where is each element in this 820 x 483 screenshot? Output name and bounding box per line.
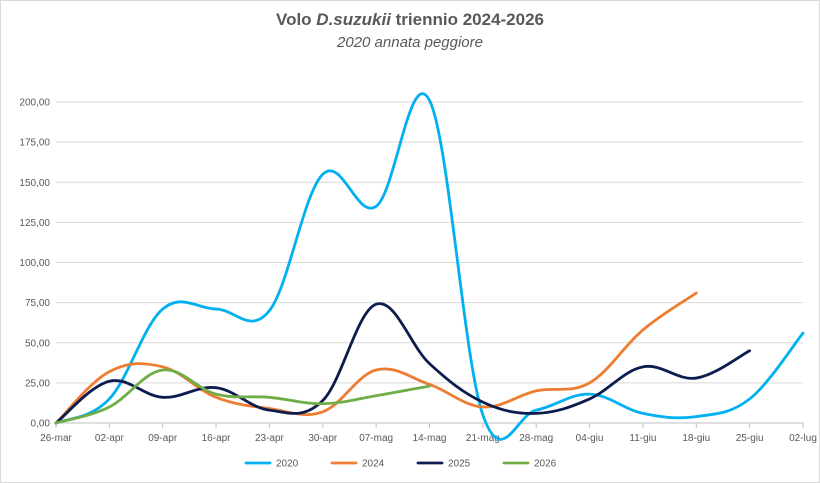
x-tick-label: 11-giu	[629, 433, 656, 444]
chart-title: Volo D.suzukii triennio 2024-2026	[0, 10, 820, 30]
x-tick-label: 04-giu	[576, 433, 604, 444]
x-tick-label: 25-giu	[736, 433, 764, 444]
x-tick-label: 28-mag	[519, 433, 553, 444]
y-tick-label: 125,00	[19, 218, 50, 229]
chart-subtitle: 2020 annata peggiore	[337, 34, 483, 51]
y-tick-label: 175,00	[19, 138, 50, 149]
y-tick-label: 100,00	[19, 258, 50, 269]
x-tick-label: 21-mag	[466, 433, 500, 444]
x-tick-label: 07-mag	[359, 433, 393, 444]
series-line-2025	[54, 302, 752, 425]
y-tick-label: 200,00	[19, 98, 50, 109]
y-tick-label: 150,00	[19, 178, 50, 189]
series-line-2024	[54, 291, 698, 425]
x-tick-label: 09-apr	[148, 433, 178, 444]
title-suffix: triennio 2024-2026	[390, 10, 544, 29]
y-tick-label: 25,00	[25, 378, 50, 389]
x-tick-label: 18-giu	[682, 433, 710, 444]
title-prefix: Volo	[276, 10, 317, 29]
x-tick-label: 02-lug	[789, 433, 817, 444]
legend-label-2026: 2026	[534, 459, 557, 470]
x-tick-label: 30-apr	[308, 433, 338, 444]
series-line-2026	[54, 368, 431, 425]
series-line-2020	[54, 92, 805, 441]
x-tick-label: 14-mag	[413, 433, 447, 444]
x-tick-label: 23-apr	[255, 433, 285, 444]
y-tick-label: 50,00	[25, 338, 50, 349]
legend-label-2025: 2025	[448, 459, 471, 470]
title-species: D.suzukii	[316, 10, 391, 29]
y-tick-label: 0,00	[31, 419, 51, 430]
x-tick-label: 02-apr	[95, 433, 125, 444]
y-tick-label: 75,00	[25, 298, 50, 309]
legend-label-2020: 2020	[276, 459, 299, 470]
x-tick-label: 16-apr	[202, 433, 232, 444]
legend-label-2024: 2024	[362, 459, 385, 470]
x-tick-label: 26-mar	[40, 433, 72, 444]
